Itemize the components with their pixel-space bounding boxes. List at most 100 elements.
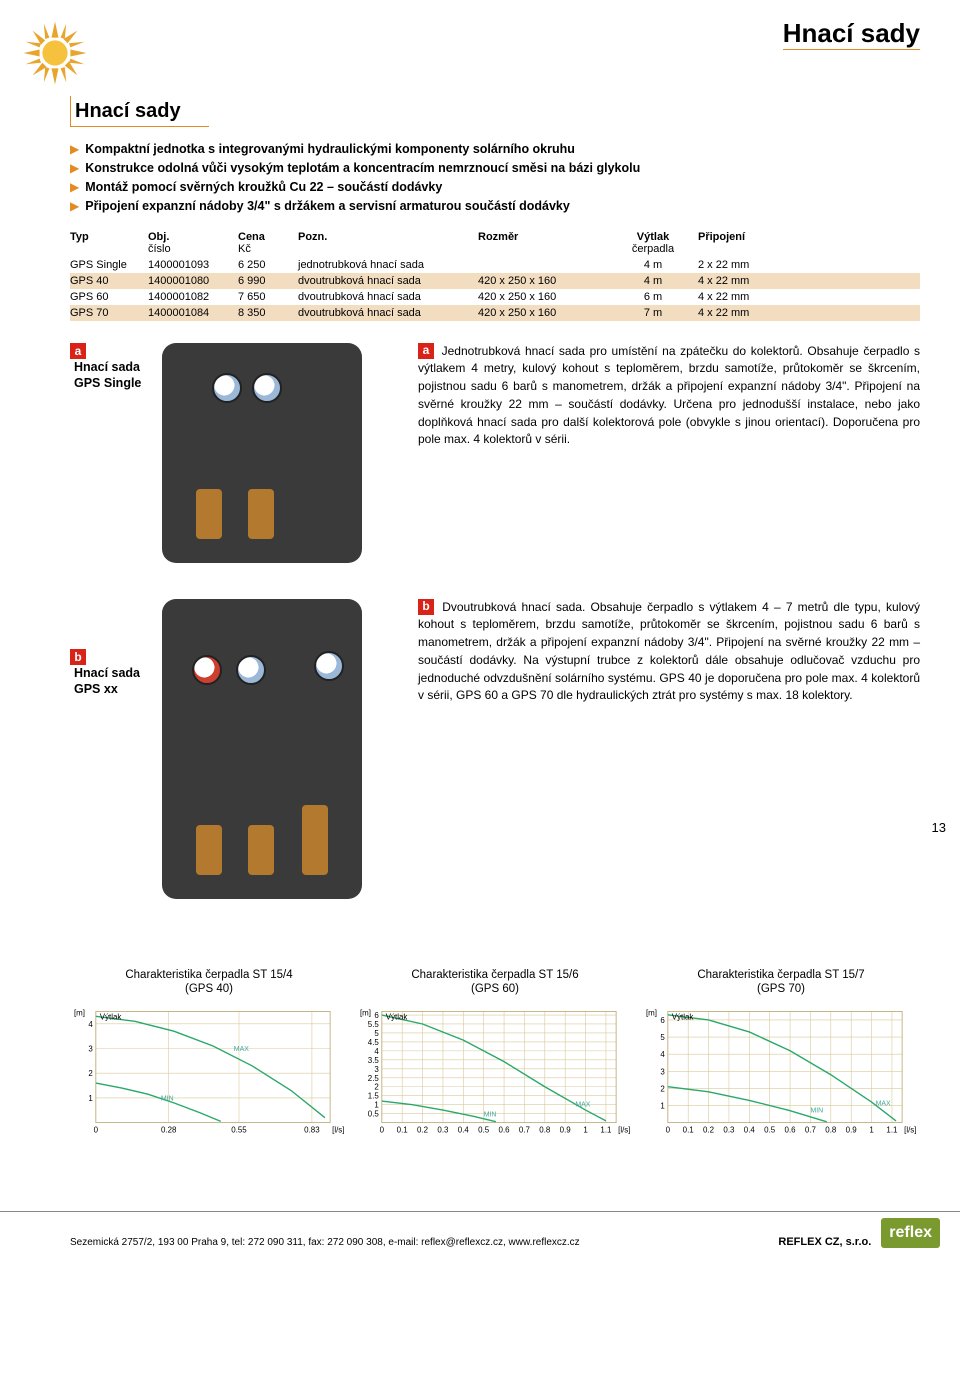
svg-text:0.5: 0.5 xyxy=(478,1125,490,1134)
chart-block: Charakteristika čerpadla ST 15/7 (GPS 70)… xyxy=(642,969,920,1141)
svg-text:3: 3 xyxy=(660,1067,665,1076)
page-header: Hnací sady xyxy=(0,0,960,96)
cell-typ: GPS 40 xyxy=(70,275,148,287)
table-row: GPS 6014000010827 650dvoutrubková hnací … xyxy=(70,289,920,305)
col-vytlak: Výtlakčerpadla xyxy=(608,231,698,255)
desc-a-label: Hnací sada GPS Single xyxy=(74,359,141,392)
cell-rozmer: 420 x 250 x 160 xyxy=(478,275,608,287)
svg-text:0.9: 0.9 xyxy=(560,1125,572,1134)
cell-obj: 1400001080 xyxy=(148,275,238,287)
bullet-line: ▶ Připojení expanzní nádoby 3/4" s držáke… xyxy=(70,198,920,215)
svg-text:MAX: MAX xyxy=(575,1101,590,1108)
cell-vytlak: 6 m xyxy=(608,291,698,303)
svg-text:1: 1 xyxy=(583,1125,588,1134)
table-row: GPS Single14000010936 250jednotrubková h… xyxy=(70,257,920,273)
svg-text:0.28: 0.28 xyxy=(161,1125,177,1134)
svg-text:3.5: 3.5 xyxy=(368,1055,380,1064)
svg-text:2.5: 2.5 xyxy=(368,1073,380,1082)
svg-text:1: 1 xyxy=(660,1101,665,1110)
svg-text:0.2: 0.2 xyxy=(417,1125,429,1134)
svg-text:3: 3 xyxy=(374,1064,379,1073)
chart-title: Charakteristika čerpadla ST 15/7 xyxy=(642,969,920,981)
svg-text:Výtlak: Výtlak xyxy=(100,1012,122,1021)
cell-rozmer xyxy=(478,259,608,271)
footer: Sezemická 2757/2, 193 00 Praha 9, tel: 2… xyxy=(0,1211,960,1254)
desc-a-body: Jednotrubková hnací sada pro umístění na… xyxy=(418,344,920,447)
charts-area: Charakteristika čerpadla ST 15/4(GPS 40)… xyxy=(70,969,920,1141)
svg-text:0.8: 0.8 xyxy=(825,1125,837,1134)
svg-text:0: 0 xyxy=(94,1125,99,1134)
svg-text:5: 5 xyxy=(660,1033,665,1042)
svg-text:0.6: 0.6 xyxy=(785,1125,797,1134)
cell-vytlak: 7 m xyxy=(608,307,698,319)
svg-text:4: 4 xyxy=(660,1050,665,1059)
cell-pozn: dvoutrubková hnací sada xyxy=(298,307,478,319)
cell-obj: 1400001084 xyxy=(148,307,238,319)
cell-rozmer: 420 x 250 x 160 xyxy=(478,291,608,303)
svg-text:0.3: 0.3 xyxy=(437,1125,449,1134)
footer-right: REFLEX CZ, s.r.o. reflex xyxy=(778,1218,940,1248)
main-content: Hnací sady ▶Kompaktní jednotka s integro… xyxy=(0,96,960,1161)
chart-subtitle: (GPS 70) xyxy=(642,983,920,995)
svg-text:MIN: MIN xyxy=(810,1107,823,1114)
svg-text:0.2: 0.2 xyxy=(703,1125,715,1134)
svg-text:MIN: MIN xyxy=(161,1095,174,1102)
svg-text:0.5: 0.5 xyxy=(368,1109,380,1118)
chart-subtitle: (GPS 60) xyxy=(356,983,634,995)
bullet-text: Konstrukce odolná vůči vysokým teplotám … xyxy=(85,160,640,177)
chart-canvas: 0.511.522.533.544.555.5600.10.20.30.40.5… xyxy=(356,1001,634,1141)
badge-a-inline: a xyxy=(418,343,434,359)
chart-subtitle: (GPS 40) xyxy=(70,983,348,995)
cell-prip: 2 x 22 mm xyxy=(698,259,808,271)
chart-block: Charakteristika čerpadla ST 15/6(GPS 60)… xyxy=(356,969,634,1141)
svg-text:4.5: 4.5 xyxy=(368,1037,380,1046)
col-cena: CenaKč xyxy=(238,231,298,255)
data-table: Typ Obj.číslo CenaKč Pozn. Rozměr Výtlak… xyxy=(70,229,920,321)
cell-typ: GPS 60 xyxy=(70,291,148,303)
bullet-arrow-icon: ▶ xyxy=(70,199,79,213)
svg-text:Výtlak: Výtlak xyxy=(386,1012,408,1021)
cell-prip: 4 x 22 mm xyxy=(698,307,808,319)
desc-b-body: Dvoutrubková hnací sada. Obsahuje čerpad… xyxy=(418,600,920,703)
svg-text:6: 6 xyxy=(660,1015,665,1024)
page-title: Hnací sady xyxy=(783,18,920,50)
bullet-text: Montáž pomocí svěrných kroužků Cu 22 – s… xyxy=(85,179,442,196)
cell-prip: 4 x 22 mm xyxy=(698,291,808,303)
cell-cena: 8 350 xyxy=(238,307,298,319)
cell-obj: 1400001093 xyxy=(148,259,238,271)
footer-company: REFLEX CZ, s.r.o. xyxy=(778,1236,871,1248)
bullet-line: ▶Konstrukce odolná vůči vysokým teplotám… xyxy=(70,160,920,177)
bullet-text: Připojení expanzní nádoby 3/4" s držákem… xyxy=(85,198,570,215)
svg-text:0.5: 0.5 xyxy=(764,1125,776,1134)
cell-pozn: jednotrubková hnací sada xyxy=(298,259,478,271)
product-image-a xyxy=(162,343,362,563)
cell-obj: 1400001082 xyxy=(148,291,238,303)
table-row: GPS 7014000010848 350dvoutrubková hnací … xyxy=(70,305,920,321)
desc-row-b: b Hnací sada GPS xx b Dvoutrubková hnací… xyxy=(70,599,920,899)
footer-address: Sezemická 2757/2, 193 00 Praha 9, tel: 2… xyxy=(70,1237,580,1248)
svg-text:0.8: 0.8 xyxy=(539,1125,551,1134)
svg-text:2: 2 xyxy=(88,1069,93,1078)
svg-text:0.1: 0.1 xyxy=(397,1125,409,1134)
svg-text:0.9: 0.9 xyxy=(846,1125,858,1134)
col-rozmer: Rozměr xyxy=(478,231,608,255)
svg-text:[l/s]: [l/s] xyxy=(618,1125,630,1134)
bullet-arrow-icon: ▶ xyxy=(70,180,79,194)
svg-text:0.6: 0.6 xyxy=(499,1125,511,1134)
section-title: Hnací sady xyxy=(75,100,181,123)
desc-row-a: a Hnací sada GPS Single a Jednotrubková … xyxy=(70,343,920,563)
page-number: 13 xyxy=(932,820,946,835)
svg-text:6: 6 xyxy=(374,1010,379,1019)
desc-b-label: Hnací sada GPS xx xyxy=(74,665,140,698)
section-title-box: Hnací sady xyxy=(70,96,209,127)
svg-text:0.3: 0.3 xyxy=(723,1125,735,1134)
svg-text:0.55: 0.55 xyxy=(231,1125,247,1134)
svg-text:0.7: 0.7 xyxy=(805,1125,817,1134)
cell-vytlak: 4 m xyxy=(608,275,698,287)
svg-text:1.5: 1.5 xyxy=(368,1091,380,1100)
svg-text:1: 1 xyxy=(869,1125,874,1134)
product-image-b xyxy=(162,599,362,899)
reflex-logo: reflex xyxy=(881,1218,940,1248)
cell-typ: GPS Single xyxy=(70,259,148,271)
cell-cena: 7 650 xyxy=(238,291,298,303)
